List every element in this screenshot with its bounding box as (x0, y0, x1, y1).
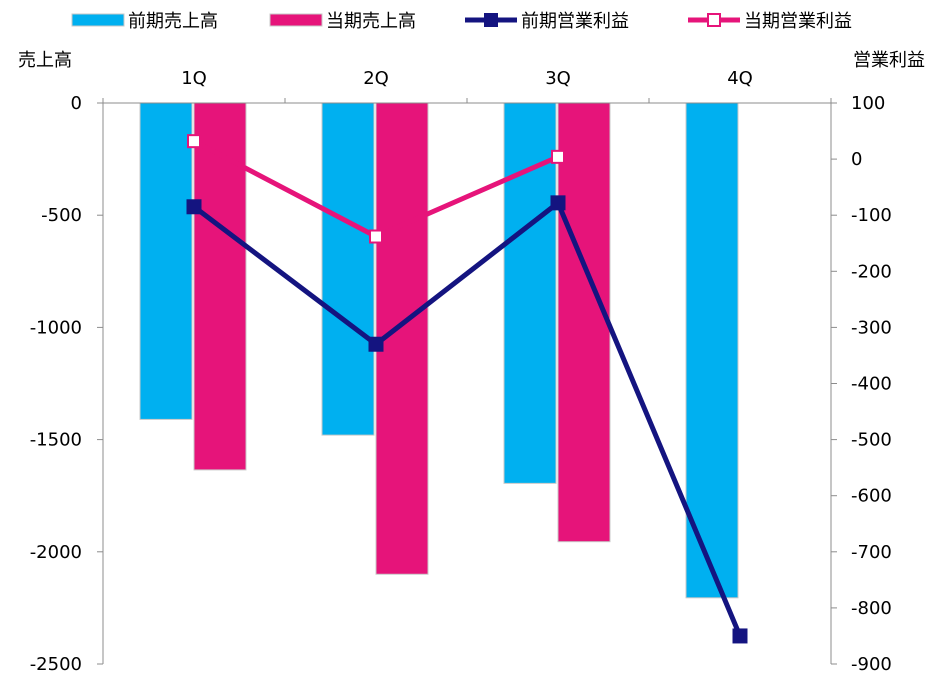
left-tick-label: -1500 (30, 430, 82, 451)
line-1-marker (732, 628, 748, 644)
line-series-1 (192, 200, 743, 637)
bar-2-3Q (557, 102, 611, 543)
left-tick-label: -2500 (30, 654, 82, 673)
legend-marker-3 (484, 13, 498, 27)
left-tick-label: -1000 (30, 317, 82, 338)
lines-group (186, 134, 748, 644)
legend-label-2: 当期売上高 (326, 11, 416, 32)
x-tick-label: 1Q (181, 68, 207, 89)
legend-label-3: 前期営業利益 (521, 11, 629, 32)
x-tick-label: 4Q (727, 68, 753, 89)
right-tick-label: 100 (851, 93, 885, 114)
x-tick-label: 3Q (545, 68, 571, 89)
right-tick-label: -200 (851, 261, 892, 282)
line-1-marker (186, 199, 202, 215)
legend-swatch-2 (269, 13, 323, 27)
right-tick-label: 0 (851, 149, 862, 170)
right-tick-label: -100 (851, 205, 892, 226)
bar-1-1Q (139, 102, 193, 420)
left-tick-label: 0 (71, 93, 82, 114)
line-2-marker (187, 134, 201, 149)
bar-2-1Q (193, 102, 247, 471)
left-axis-label: 売上高 (18, 50, 72, 71)
axes-group: 1Q 2Q 3Q 4Q 0 -500 -1000 -1500 -2000 -2500 100 0 -10… (30, 68, 892, 673)
line-2-marker (551, 149, 565, 164)
x-tick-label: 2Q (363, 68, 389, 89)
left-tick-label: -2000 (30, 542, 82, 563)
legend-marker-4 (707, 13, 721, 27)
right-tick-label: -400 (851, 374, 892, 395)
legend-label-1: 前期売上高 (128, 11, 218, 32)
right-tick-label: -700 (851, 542, 892, 563)
right-tick-label: -300 (851, 317, 892, 338)
bar-1-2Q (321, 102, 375, 436)
legend: 前期売上高 当期売上高 前期営業利益 当期営業利益 (71, 11, 852, 32)
right-tick-label: -900 (851, 654, 892, 673)
bars-group (139, 102, 739, 599)
left-tick-label: -500 (41, 205, 82, 226)
legend-label-4: 当期営業利益 (744, 11, 852, 32)
legend-swatch-1 (71, 13, 125, 27)
right-tick-label: -800 (851, 598, 892, 619)
right-tick-label: -600 (851, 486, 892, 507)
line-2-marker (369, 229, 383, 244)
right-tick-label: -500 (851, 430, 892, 451)
line-1-marker (368, 336, 384, 352)
right-axis-label: 営業利益 (853, 50, 925, 71)
line-1-marker (550, 195, 566, 211)
